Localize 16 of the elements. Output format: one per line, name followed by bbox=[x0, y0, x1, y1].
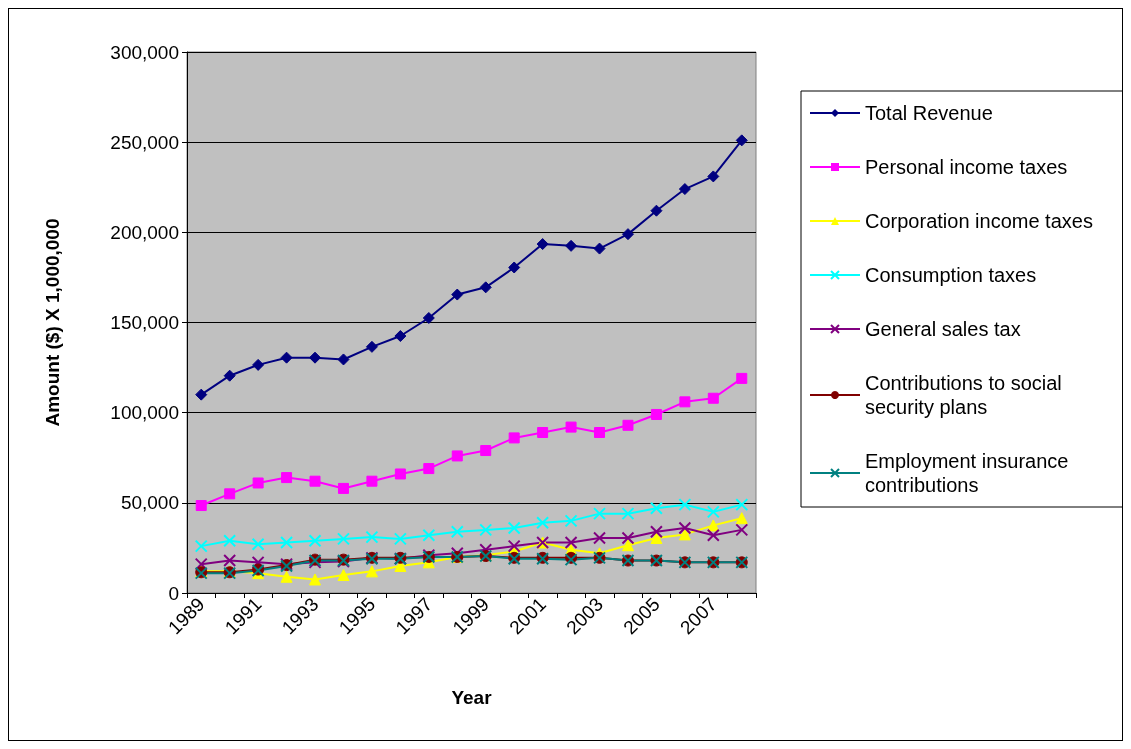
y-tick-label: 250,000 bbox=[110, 131, 179, 153]
y-tick-label: 50,000 bbox=[120, 492, 179, 514]
y-tick-label: 200,000 bbox=[110, 221, 179, 243]
legend-label: Total Revenue bbox=[865, 102, 993, 124]
legend-label: General sales tax bbox=[865, 318, 1021, 340]
x-axis-title: Year bbox=[451, 687, 493, 708]
y-tick-label: 150,000 bbox=[110, 312, 179, 333]
legend-label: Consumption taxes bbox=[865, 264, 1037, 286]
y-tick-label: 300,000 bbox=[110, 41, 179, 63]
legend-label: Contributions to social security plans bbox=[865, 372, 1068, 418]
y-tick-label: 0 bbox=[168, 582, 179, 604]
y-tick-label: 100,000 bbox=[110, 402, 179, 424]
legend-label: Personal income taxes bbox=[865, 156, 1068, 178]
legend-label: Employment insurance contributions bbox=[865, 450, 1074, 496]
legend-label: Corporation income taxes bbox=[865, 210, 1093, 232]
y-axis-title: Amount ($) X 1,000,000 bbox=[42, 218, 63, 427]
